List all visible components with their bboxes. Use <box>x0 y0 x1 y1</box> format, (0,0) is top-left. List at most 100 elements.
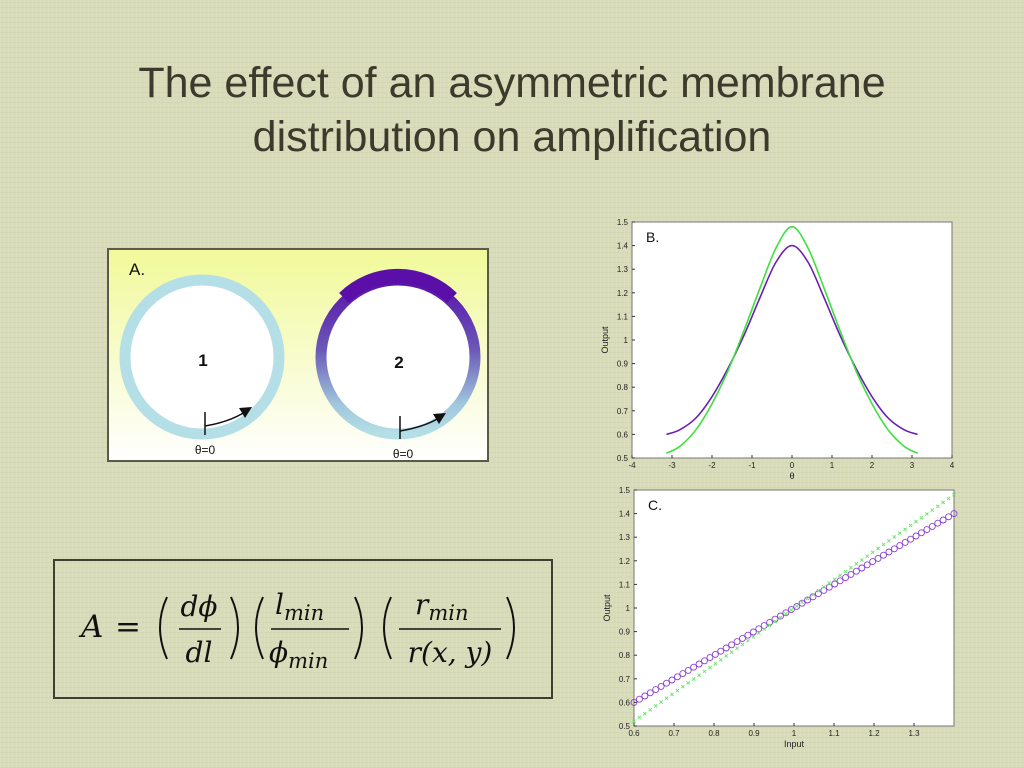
x-axis-label: Input <box>784 739 805 749</box>
scatter-point-cross <box>811 592 815 597</box>
scatter-point-cross <box>708 665 712 670</box>
cross-stroke <box>708 665 712 670</box>
scatter-point-cross <box>773 619 777 624</box>
chart-c-svg: 0.6 0.7 0.8 0.9 1 1.1 1.2 1.30.50.60.70.80.911.… <box>602 486 958 749</box>
scatter-point-cross <box>914 519 918 524</box>
scatter-point-cross <box>680 684 685 689</box>
scatter-point-circle <box>728 641 736 649</box>
cross-stroke <box>865 554 870 559</box>
cross-stroke <box>670 692 674 697</box>
cell-2: 2 θ=0 <box>315 268 481 460</box>
cross-stroke <box>680 684 685 689</box>
scatter-point-cross <box>762 627 767 632</box>
scatter-point-circle <box>934 519 942 527</box>
scatter-point-circle <box>880 551 887 559</box>
formula-svg: A = dϕ dl lmin ϕmin rmin r(x, y) <box>78 588 515 673</box>
scatter-point-cross <box>794 604 799 608</box>
scatter-point-circle <box>852 567 860 575</box>
cross-stroke <box>832 577 837 582</box>
scatter-point-circle <box>663 679 670 687</box>
cross-stroke <box>881 542 886 547</box>
cross-stroke <box>778 615 783 620</box>
x-tick-label: 1.2 <box>868 729 880 738</box>
fraction-3-denominator: r(x, y) <box>408 636 493 669</box>
formula-lhs: A <box>78 609 103 645</box>
cross-stroke <box>664 696 669 701</box>
cross-stroke <box>946 496 951 501</box>
scatter-point-cross <box>642 711 647 716</box>
cross-stroke <box>713 661 718 666</box>
y-tick-label: 1.1 <box>617 312 629 321</box>
y-tick-label: 1 <box>626 604 631 613</box>
scatter-point-circle <box>836 577 844 585</box>
cross-stroke <box>729 650 734 655</box>
scatter-point-circle <box>842 574 849 582</box>
scatter-point-cross <box>729 650 734 655</box>
scatter-point-cross <box>702 669 707 674</box>
y-tick-label: 1.3 <box>617 265 629 274</box>
y-tick-label: 1.3 <box>619 533 631 542</box>
scatter-point-circle <box>939 516 947 524</box>
scatter-point-circle <box>890 545 898 553</box>
panel-a-cell-diagram: A. 1 θ=0 2 θ=0 <box>107 248 489 462</box>
cross-stroke <box>718 657 723 662</box>
scatter-point-cross <box>849 565 853 570</box>
cross-stroke <box>773 619 777 624</box>
fraction-2-denominator: ϕmin <box>269 636 328 673</box>
scatter-point-circle <box>776 612 784 620</box>
y-tick-label: 0.5 <box>619 722 631 731</box>
cross-stroke <box>843 569 848 574</box>
cross-stroke <box>691 677 696 681</box>
cell-diagram-svg: A. 1 θ=0 2 θ=0 <box>109 250 487 460</box>
cross-stroke <box>686 680 691 685</box>
scatter-point-cross <box>718 657 723 662</box>
paren-2-right <box>354 596 363 660</box>
scatter-point-circle <box>804 596 812 604</box>
x-tick-label: 1 <box>830 461 835 470</box>
cross-stroke <box>854 561 859 566</box>
scatter-point-circle <box>863 561 871 569</box>
scatter-point-circle <box>928 522 936 530</box>
x-tick-label: 4 <box>950 461 955 470</box>
cross-stroke <box>762 627 767 632</box>
cell-1-arrowhead <box>239 407 252 418</box>
paren-3-right <box>506 596 515 660</box>
scatter-point-circle <box>912 532 920 540</box>
cross-stroke <box>751 634 756 639</box>
scatter-point-circle <box>782 609 790 617</box>
scatter-point-circle <box>755 625 763 633</box>
scatter-point-cross <box>876 546 880 551</box>
scatter-point-cross <box>941 500 946 505</box>
fraction-2-numerator: lmin <box>275 588 324 625</box>
scatter-point-circle <box>711 650 719 658</box>
cross-stroke <box>697 673 702 678</box>
scatter-point-cross <box>664 696 669 701</box>
scatter-point-circle <box>701 657 708 665</box>
scatter-point-cross <box>778 615 783 620</box>
scatter-point-cross <box>800 600 805 605</box>
cell-1: 1 θ=0 <box>119 274 285 457</box>
scatter-point-circle <box>869 558 877 566</box>
plot-area <box>631 221 953 459</box>
cell-2-theta-label: θ=0 <box>393 447 414 460</box>
formula-equals: = <box>115 609 141 645</box>
x-tick-label: 0 <box>790 461 795 470</box>
cross-stroke <box>908 523 913 528</box>
cell-2-arrowhead <box>433 413 446 424</box>
cross-stroke <box>919 515 924 520</box>
paren-3-left <box>383 596 392 660</box>
y-tick-label: 0.7 <box>617 407 629 416</box>
fraction-1-denominator: dl <box>186 636 213 669</box>
cross-stroke <box>935 504 940 509</box>
x-tick-label: -2 <box>708 461 716 470</box>
scatter-point-circle <box>950 510 958 518</box>
scatter-point-cross <box>783 611 788 616</box>
scatter-point-circle <box>896 542 904 550</box>
scatter-point-circle <box>635 695 643 703</box>
x-tick-label: 2 <box>870 461 875 470</box>
scatter-point-circle <box>907 535 915 543</box>
scatter-point-cross <box>637 715 642 720</box>
cross-stroke <box>653 704 658 708</box>
scatter-point-cross <box>648 707 653 712</box>
y-tick-label: 1.1 <box>619 580 631 589</box>
